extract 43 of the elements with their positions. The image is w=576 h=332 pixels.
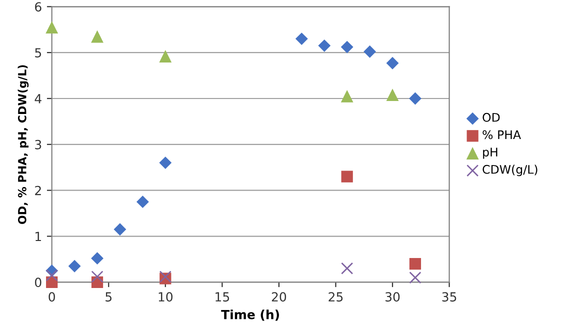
point: [91, 252, 104, 265]
y-tick-label: 2: [35, 186, 41, 196]
point: [341, 170, 353, 182]
point: [46, 269, 58, 282]
x-tick-label: 35: [442, 292, 456, 302]
point: [114, 223, 126, 236]
y-tick-label: 4: [34, 94, 42, 104]
x-tick-label: 30: [386, 292, 400, 302]
point: [409, 272, 422, 284]
x-axis-title: Time (h): [221, 310, 279, 321]
x-tick-label: 10: [158, 292, 173, 302]
point: [159, 156, 172, 169]
point: [341, 262, 354, 274]
legend-label: % PHA: [482, 130, 521, 140]
point: [91, 30, 104, 43]
point: [364, 45, 376, 58]
point: [136, 196, 149, 208]
y-tick-label: 3: [35, 140, 42, 150]
point: [386, 88, 399, 102]
y-axis-title: OD, % PHA, pH, CDW(g/L): [18, 65, 29, 224]
x-tick-label: 15: [216, 292, 230, 302]
y-tick-label: 1: [36, 232, 41, 242]
point: [295, 32, 308, 45]
point: [46, 21, 58, 34]
x-tick-label: 0: [48, 292, 55, 302]
point: [409, 258, 422, 270]
point: [159, 50, 172, 62]
y-tick-label: 6: [35, 2, 42, 12]
point: [340, 40, 354, 54]
point: [318, 39, 331, 52]
legend-label: OD: [482, 112, 500, 122]
point: [340, 90, 354, 102]
point: [68, 260, 81, 272]
legend-label: CDW(g/L): [482, 164, 538, 176]
x-tick-label: 5: [106, 292, 112, 302]
legend-label: pH: [483, 148, 498, 159]
x-tick-label: 25: [328, 292, 343, 302]
y-tick-label: 0: [34, 278, 42, 288]
point: [409, 92, 422, 105]
y-tick-label: 5: [35, 48, 42, 58]
point: [386, 56, 399, 70]
x-tick-label: 20: [272, 292, 286, 302]
point: [91, 270, 104, 283]
